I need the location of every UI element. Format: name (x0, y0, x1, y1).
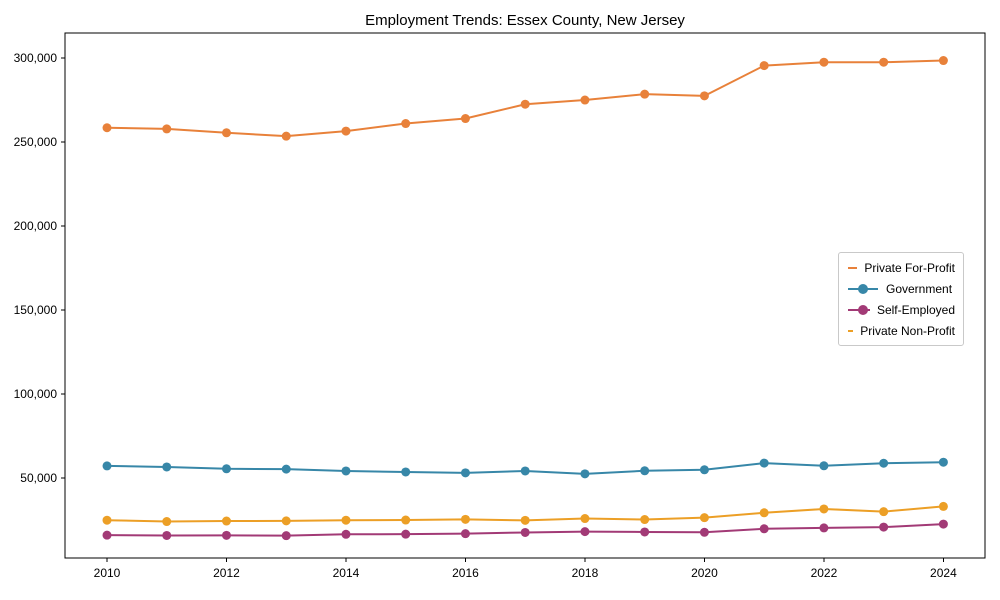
data-point-self-employed (221, 530, 231, 540)
y-axis-tick-label: 150,000 (14, 303, 58, 317)
y-axis-tick-label: 100,000 (14, 387, 58, 401)
data-point-self-employed (879, 522, 889, 532)
data-point-private-for-profit (162, 124, 172, 134)
data-point-self-employed (520, 527, 530, 537)
x-axis-tick-label: 2012 (213, 566, 240, 580)
data-point-government (460, 468, 470, 478)
data-point-private-non-profit (879, 507, 889, 517)
data-point-private-non-profit (102, 515, 112, 525)
legend-label: Private For-Profit (864, 260, 955, 275)
data-point-self-employed (460, 529, 470, 539)
legend-item-private-for-profit: Private For-Profit (847, 259, 955, 276)
data-point-government (341, 466, 351, 476)
data-point-self-employed (699, 527, 709, 537)
data-point-government (281, 464, 291, 474)
data-point-private-non-profit (281, 516, 291, 526)
data-point-private-non-profit (640, 515, 650, 525)
data-point-self-employed (162, 530, 172, 540)
data-point-private-for-profit (879, 57, 889, 67)
data-point-self-employed (819, 523, 829, 533)
data-point-private-for-profit (580, 95, 590, 105)
data-point-private-non-profit (819, 504, 829, 514)
data-point-private-non-profit (520, 515, 530, 525)
y-axis-tick-label: 200,000 (14, 219, 58, 233)
data-point-private-for-profit (401, 119, 411, 129)
legend-label: Self-Employed (876, 302, 955, 317)
data-point-private-non-profit (938, 501, 948, 511)
x-axis-tick-label: 2022 (811, 566, 838, 580)
data-point-private-for-profit (221, 128, 231, 138)
data-point-self-employed (102, 530, 112, 540)
series-line-private-for-profit (106, 59, 945, 138)
legend-item-government: Government (847, 280, 955, 297)
data-point-private-non-profit (699, 513, 709, 523)
data-point-private-non-profit (580, 514, 590, 524)
data-point-government (580, 469, 590, 479)
data-point-government (879, 458, 889, 468)
y-axis-tick-label: 300,000 (14, 51, 58, 65)
x-axis-tick-label: 2020 (691, 566, 718, 580)
data-point-private-for-profit (640, 89, 650, 99)
legend-line-marker-icon (848, 329, 854, 332)
legend-item-self-employed: Self-Employed (847, 301, 955, 318)
x-axis-tick-label: 2014 (333, 566, 360, 580)
data-point-government (819, 461, 829, 471)
x-axis-tick-label: 2010 (94, 566, 121, 580)
x-axis-tick-label: 2024 (930, 566, 957, 580)
data-point-self-employed (938, 519, 948, 529)
plot-border (64, 32, 986, 559)
plot-layer: 50,000 100,000 150,000 200,000 250,000 300,00… (14, 32, 986, 580)
data-point-private-non-profit (401, 515, 411, 525)
data-point-self-employed (640, 527, 650, 537)
data-point-private-for-profit (102, 123, 112, 133)
data-point-private-for-profit (938, 56, 948, 66)
chart-title: Employment Trends: Essex County, New Jer… (365, 12, 685, 29)
data-point-government (699, 465, 709, 475)
data-point-government (162, 462, 172, 472)
data-point-private-non-profit (221, 516, 231, 526)
data-point-private-non-profit (341, 515, 351, 525)
data-point-self-employed (759, 524, 769, 534)
y-axis-tick-label: 250,000 (14, 135, 58, 149)
legend-line-marker-icon (848, 283, 878, 294)
data-point-self-employed (341, 529, 351, 539)
data-point-private-non-profit (759, 508, 769, 518)
data-point-private-for-profit (520, 99, 530, 109)
data-point-private-for-profit (699, 91, 709, 101)
legend-label: Private Non-Profit (860, 323, 955, 338)
data-point-private-non-profit (460, 514, 470, 524)
data-point-government (640, 466, 650, 476)
legend-label: Government (886, 281, 953, 296)
x-axis-tick-label: 2016 (452, 566, 479, 580)
legend-line-marker-icon (848, 304, 870, 315)
data-point-private-for-profit (759, 61, 769, 71)
data-point-private-for-profit (281, 131, 291, 141)
data-point-government (520, 466, 530, 476)
data-point-self-employed (281, 531, 291, 541)
data-point-private-for-profit (819, 57, 829, 67)
data-point-self-employed (401, 529, 411, 539)
legend-item-private-non-profit: Private Non-Profit (847, 322, 955, 339)
data-point-self-employed (580, 527, 590, 537)
data-point-private-non-profit (162, 517, 172, 527)
data-point-government (759, 458, 769, 468)
data-point-private-for-profit (341, 126, 351, 136)
data-point-government (401, 467, 411, 477)
data-point-government (102, 461, 112, 471)
legend: Private For-Profit Government Self-Emplo… (838, 252, 964, 346)
y-axis-tick-label: 50,000 (20, 471, 57, 485)
data-point-government (221, 464, 231, 474)
data-point-private-for-profit (460, 114, 470, 124)
data-point-government (938, 457, 948, 467)
legend-line-marker-icon (848, 266, 858, 269)
x-axis-tick-label: 2018 (572, 566, 599, 580)
